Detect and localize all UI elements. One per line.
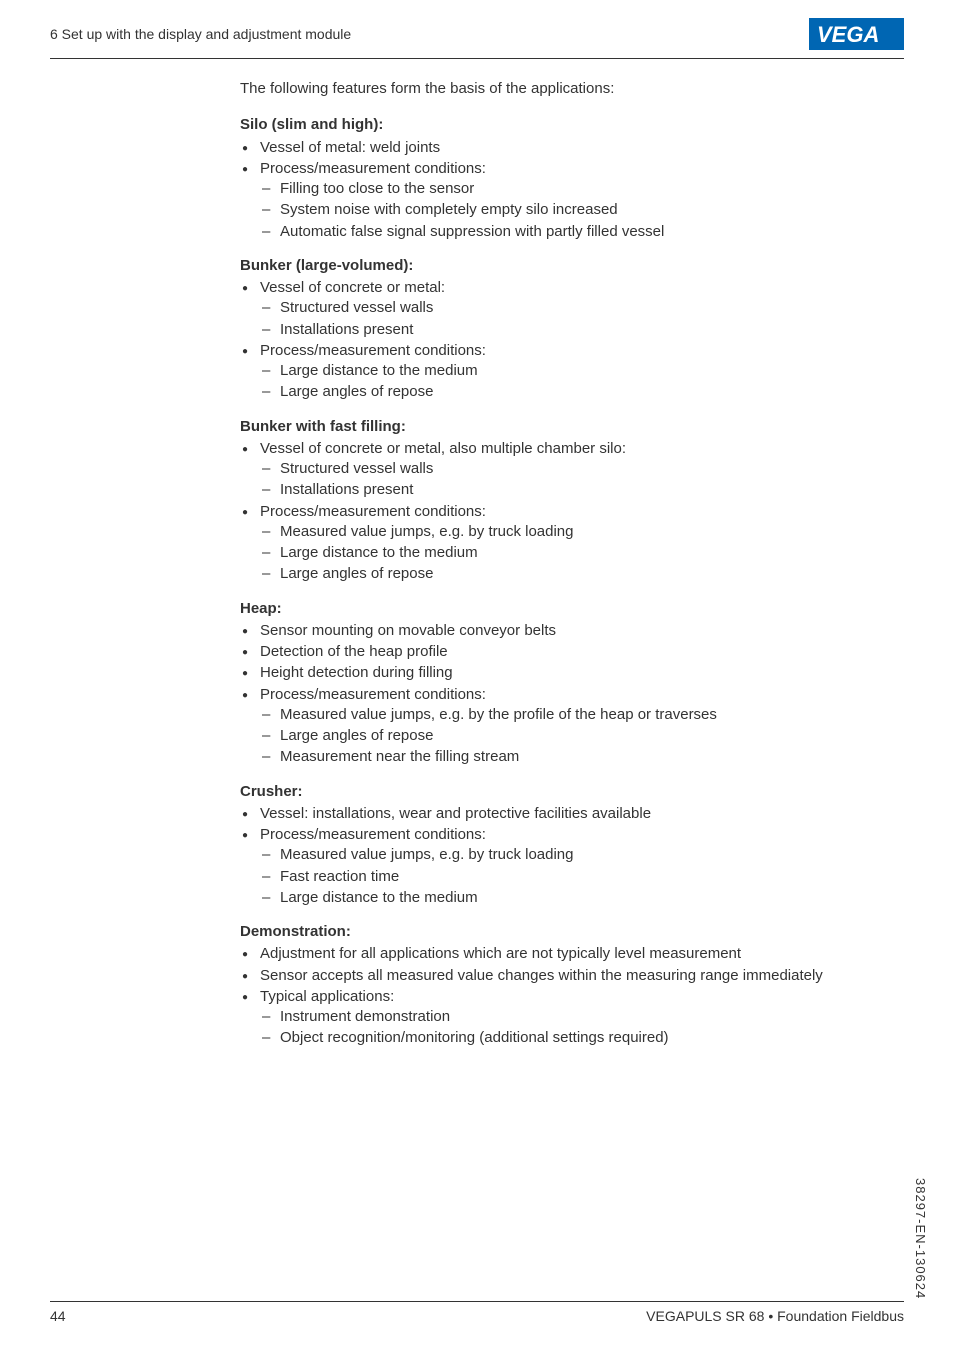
list-item-text: Vessel of concrete or metal:: [260, 279, 445, 296]
section-title: Heap:: [240, 599, 904, 619]
page-header: 6 Set up with the display and adjustment…: [0, 0, 954, 58]
document-code-sidebar: 38297-EN-130624: [913, 1178, 928, 1299]
sub-list: Measured value jumps, e.g. by the profil…: [260, 705, 904, 768]
sub-list-item: Structured vessel walls: [260, 459, 904, 479]
list-item: Process/measurement conditions: Filling t…: [240, 159, 904, 242]
sub-list-item: Measurement near the filling stream: [260, 747, 904, 767]
list-item-text: Adjustment for all applications which ar…: [260, 945, 741, 962]
list-item: Process/measurement conditions: Measured …: [240, 502, 904, 585]
list-item: Vessel of metal: weld joints: [240, 138, 904, 158]
bullet-list: Adjustment for all applications which ar…: [240, 944, 904, 1048]
list-item-text: Vessel: installations, wear and protecti…: [260, 805, 651, 822]
list-item: Vessel: installations, wear and protecti…: [240, 804, 904, 824]
header-section-title: 6 Set up with the display and adjustment…: [50, 26, 351, 42]
sub-list: Structured vessel wallsInstallations pre…: [260, 298, 904, 340]
sub-list-item: Large angles of repose: [260, 564, 904, 584]
list-item: Height detection during filling: [240, 663, 904, 683]
list-item: Vessel of concrete or metal, also multip…: [240, 439, 904, 501]
list-item: Process/measurement conditions: Large dis…: [240, 341, 904, 403]
sub-list-item: Installations present: [260, 320, 904, 340]
list-item-text: Sensor mounting on movable conveyor belt…: [260, 622, 556, 639]
bullet-list: Vessel of concrete or metal, also multip…: [240, 439, 904, 585]
intro-paragraph: The following features form the basis of…: [240, 79, 904, 99]
sub-list-item: Instrument demonstration: [260, 1007, 904, 1027]
section-title: Silo (slim and high):: [240, 115, 904, 135]
svg-text:VEGA: VEGA: [817, 22, 879, 47]
page-footer: 44 VEGAPULS SR 68 • Foundation Fieldbus: [50, 1301, 904, 1324]
sub-list-item: Object recognition/monitoring (additiona…: [260, 1028, 904, 1048]
sub-list-item: Large angles of repose: [260, 382, 904, 402]
list-item-text: Vessel of metal: weld joints: [260, 139, 440, 156]
list-item-text: Process/measurement conditions:: [260, 342, 486, 359]
list-item-text: Process/measurement conditions:: [260, 826, 486, 843]
vega-logo-icon: VEGA: [809, 18, 904, 50]
sub-list-item: Large angles of repose: [260, 726, 904, 746]
vega-logo: VEGA: [809, 18, 904, 50]
footer-divider: [50, 1301, 904, 1302]
sub-list: Large distance to the mediumLarge angles…: [260, 361, 904, 403]
list-item-text: Height detection during filling: [260, 664, 453, 681]
bullet-list: Vessel: installations, wear and protecti…: [240, 804, 904, 908]
sub-list-item: Automatic false signal suppression with …: [260, 222, 904, 242]
sub-list-item: Large distance to the medium: [260, 361, 904, 381]
sub-list-item: System noise with completely empty silo …: [260, 200, 904, 220]
list-item-text: Process/measurement conditions:: [260, 160, 486, 177]
list-item: Process/measurement conditions: Measured …: [240, 825, 904, 908]
sub-list: Filling too close to the sensorSystem no…: [260, 179, 904, 242]
list-item: Detection of the heap profile: [240, 642, 904, 662]
sub-list-item: Fast reaction time: [260, 867, 904, 887]
sections-container: Silo (slim and high): Vessel of metal: we…: [240, 115, 904, 1048]
footer-content: 44 VEGAPULS SR 68 • Foundation Fieldbus: [50, 1308, 904, 1324]
footer-doc-title: VEGAPULS SR 68 • Foundation Fieldbus: [646, 1308, 904, 1324]
list-item-text: Process/measurement conditions:: [260, 503, 486, 520]
list-item: Typical applications: Instrument demonstr…: [240, 987, 904, 1049]
list-item: Adjustment for all applications which ar…: [240, 944, 904, 964]
section-title: Bunker (large-volumed):: [240, 256, 904, 276]
list-item: Process/measurement conditions: Measured …: [240, 685, 904, 768]
sub-list-item: Structured vessel walls: [260, 298, 904, 318]
list-item-text: Vessel of concrete or metal, also multip…: [260, 440, 626, 457]
bullet-list: Vessel of concrete or metal: Structured v…: [240, 278, 904, 403]
sub-list-item: Filling too close to the sensor: [260, 179, 904, 199]
list-item-text: Typical applications:: [260, 988, 394, 1005]
page-number: 44: [50, 1308, 66, 1324]
sub-list-item: Installations present: [260, 480, 904, 500]
list-item-text: Detection of the heap profile: [260, 643, 448, 660]
sub-list-item: Large distance to the medium: [260, 543, 904, 563]
list-item-text: Sensor accepts all measured value change…: [260, 967, 823, 984]
sub-list-item: Measured value jumps, e.g. by truck load…: [260, 845, 904, 865]
list-item: Vessel of concrete or metal: Structured v…: [240, 278, 904, 340]
sub-list: Measured value jumps, e.g. by truck load…: [260, 522, 904, 585]
list-item-text: Process/measurement conditions:: [260, 686, 486, 703]
section-title: Crusher:: [240, 782, 904, 802]
sub-list-item: Measured value jumps, e.g. by truck load…: [260, 522, 904, 542]
list-item: Sensor mounting on movable conveyor belt…: [240, 621, 904, 641]
sub-list-item: Large distance to the medium: [260, 888, 904, 908]
sub-list: Structured vessel wallsInstallations pre…: [260, 459, 904, 501]
section-title: Bunker with fast filling:: [240, 417, 904, 437]
sub-list: Measured value jumps, e.g. by truck load…: [260, 845, 904, 908]
sub-list: Instrument demonstrationObject recogniti…: [260, 1007, 904, 1049]
sub-list-item: Measured value jumps, e.g. by the profil…: [260, 705, 904, 725]
bullet-list: Sensor mounting on movable conveyor belt…: [240, 621, 904, 768]
bullet-list: Vessel of metal: weld joints Process/meas…: [240, 138, 904, 242]
main-content: The following features form the basis of…: [0, 59, 954, 1073]
section-title: Demonstration:: [240, 922, 904, 942]
list-item: Sensor accepts all measured value change…: [240, 966, 904, 986]
